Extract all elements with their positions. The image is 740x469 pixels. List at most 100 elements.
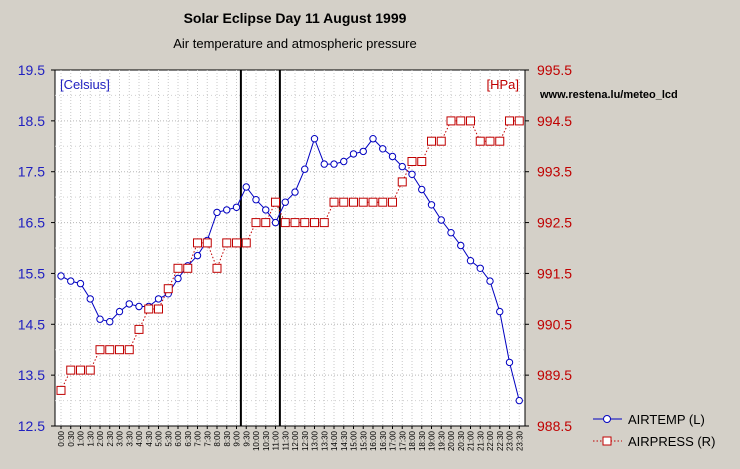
y-tick-label-right: 993.5 xyxy=(537,164,572,180)
data-point-airpress xyxy=(241,238,251,248)
y-tick-label-left: 19.5 xyxy=(18,62,45,78)
x-tick-label: 16:00 xyxy=(369,430,378,451)
data-point-airtemp xyxy=(57,272,65,280)
data-point-airpress xyxy=(436,136,446,146)
x-tick-label: 14:30 xyxy=(340,430,349,451)
y-tick-label-right: 990.5 xyxy=(537,316,572,332)
x-tick-label: 4:30 xyxy=(145,430,154,446)
y-tick-label-left: 12.5 xyxy=(18,418,45,434)
data-point-airtemp xyxy=(125,300,133,308)
data-point-airtemp xyxy=(437,216,445,224)
x-tick-label: 19:00 xyxy=(428,430,437,451)
data-point-airtemp xyxy=(242,183,250,191)
data-point-airtemp xyxy=(379,145,387,153)
y-tick-label-left: 17.5 xyxy=(18,164,45,180)
ticks: 12.5 988.5 13.5 989.5 14.5 990.5 15.5 991.5 16.5… xyxy=(18,62,572,451)
y-tick-label-right: 994.5 xyxy=(537,113,572,129)
data-point-airpress xyxy=(475,136,485,146)
x-tick-label: 6:30 xyxy=(184,430,193,446)
x-tick-label: 0:00 xyxy=(57,430,66,446)
data-point-airpress xyxy=(124,345,134,355)
x-tick-label: 4:00 xyxy=(135,430,144,446)
chart-subtitle: Air temperature and atmospheric pressure xyxy=(173,36,417,51)
data-point-airtemp xyxy=(359,147,367,156)
data-point-airtemp xyxy=(232,203,241,212)
data-point-airpress xyxy=(134,324,144,334)
data-point-airtemp xyxy=(388,152,397,161)
data-point-airtemp xyxy=(223,206,231,214)
data-point-airtemp xyxy=(174,274,182,283)
data-point-airpress xyxy=(173,263,183,273)
data-point-airpress xyxy=(290,218,300,228)
x-tick-label: 6:00 xyxy=(174,430,183,446)
data-point-airtemp xyxy=(330,160,338,168)
x-tick-label: 19:30 xyxy=(437,430,446,451)
right-unit-label: [HPa] xyxy=(486,77,519,92)
data-point-airpress xyxy=(163,284,173,294)
data-point-airtemp xyxy=(291,188,299,196)
data-point-airpress xyxy=(85,365,95,375)
x-tick-label: 23:00 xyxy=(506,430,515,451)
x-tick-label: 13:30 xyxy=(320,430,329,451)
legend-label-airpress: AIRPRESS (R) xyxy=(628,434,715,449)
data-point-airpress xyxy=(358,197,368,207)
x-tick-label: 12:00 xyxy=(291,430,300,451)
data-point-airtemp xyxy=(457,241,465,250)
legend: AIRTEMP (L) AIRPRESS (R) xyxy=(593,412,715,449)
data-point-airpress xyxy=(407,157,417,166)
x-tick-label: 0:30 xyxy=(67,430,76,446)
data-point-airpress xyxy=(485,136,495,146)
data-point-airtemp xyxy=(515,396,523,405)
x-tick-label: 14:00 xyxy=(330,430,339,451)
data-point-airtemp xyxy=(115,307,124,316)
data-point-airtemp xyxy=(301,165,309,173)
data-point-airpress xyxy=(417,157,427,166)
x-tick-label: 17:30 xyxy=(398,430,407,451)
data-point-airpress xyxy=(261,218,271,228)
data-point-airpress xyxy=(66,365,76,375)
eclipse-markers xyxy=(239,70,281,426)
data-point-airpress xyxy=(446,116,456,126)
x-tick-label: 10:30 xyxy=(262,430,271,451)
data-point-airpress xyxy=(466,116,475,126)
data-point-airpress xyxy=(212,263,222,273)
chart-title: Solar Eclipse Day 11 August 1999 xyxy=(184,10,407,26)
x-tick-label: 11:00 xyxy=(272,430,281,450)
x-tick-label: 10:00 xyxy=(252,430,261,451)
x-tick-label: 2:00 xyxy=(96,430,105,446)
data-point-airtemp xyxy=(193,251,202,260)
data-point-airpress xyxy=(505,116,514,126)
data-point-airtemp xyxy=(271,218,280,227)
x-tick-label: 12:30 xyxy=(301,430,310,451)
data-point-airpress xyxy=(193,238,202,248)
data-point-airtemp xyxy=(310,135,319,143)
x-tick-label: 7:30 xyxy=(203,430,212,446)
data-point-airtemp xyxy=(154,295,163,303)
data-point-airpress xyxy=(329,197,339,207)
y-tick-label-left: 16.5 xyxy=(18,215,45,231)
data-point-airtemp xyxy=(135,302,143,311)
data-point-airtemp xyxy=(398,162,406,171)
data-point-airpress xyxy=(310,218,319,228)
data-point-airpress xyxy=(144,304,154,314)
legend-marker-airpress xyxy=(602,436,612,446)
x-tick-label: 5:30 xyxy=(164,430,173,446)
x-tick-label: 15:30 xyxy=(359,430,368,451)
data-point-airpress xyxy=(280,218,290,228)
data-point-airtemp xyxy=(496,307,504,316)
data-point-airpress xyxy=(300,218,310,228)
data-point-airtemp xyxy=(486,277,494,285)
data-point-airpress xyxy=(76,365,85,375)
data-point-airtemp xyxy=(281,198,289,206)
x-tick-label: 3:00 xyxy=(116,430,125,446)
y-tick-label-left: 13.5 xyxy=(18,367,45,383)
legend-label-airtemp: AIRTEMP (L) xyxy=(628,412,705,427)
source-annotation: www.restena.lu/meteo_lcd xyxy=(539,89,678,101)
x-tick-label: 22:00 xyxy=(486,430,495,451)
y-tick-label-right: 991.5 xyxy=(537,265,572,281)
x-tick-label: 1:00 xyxy=(77,430,86,446)
data-point-airpress xyxy=(378,197,388,207)
y-tick-label-right: 988.5 xyxy=(537,418,572,434)
data-point-airpress xyxy=(397,177,407,187)
